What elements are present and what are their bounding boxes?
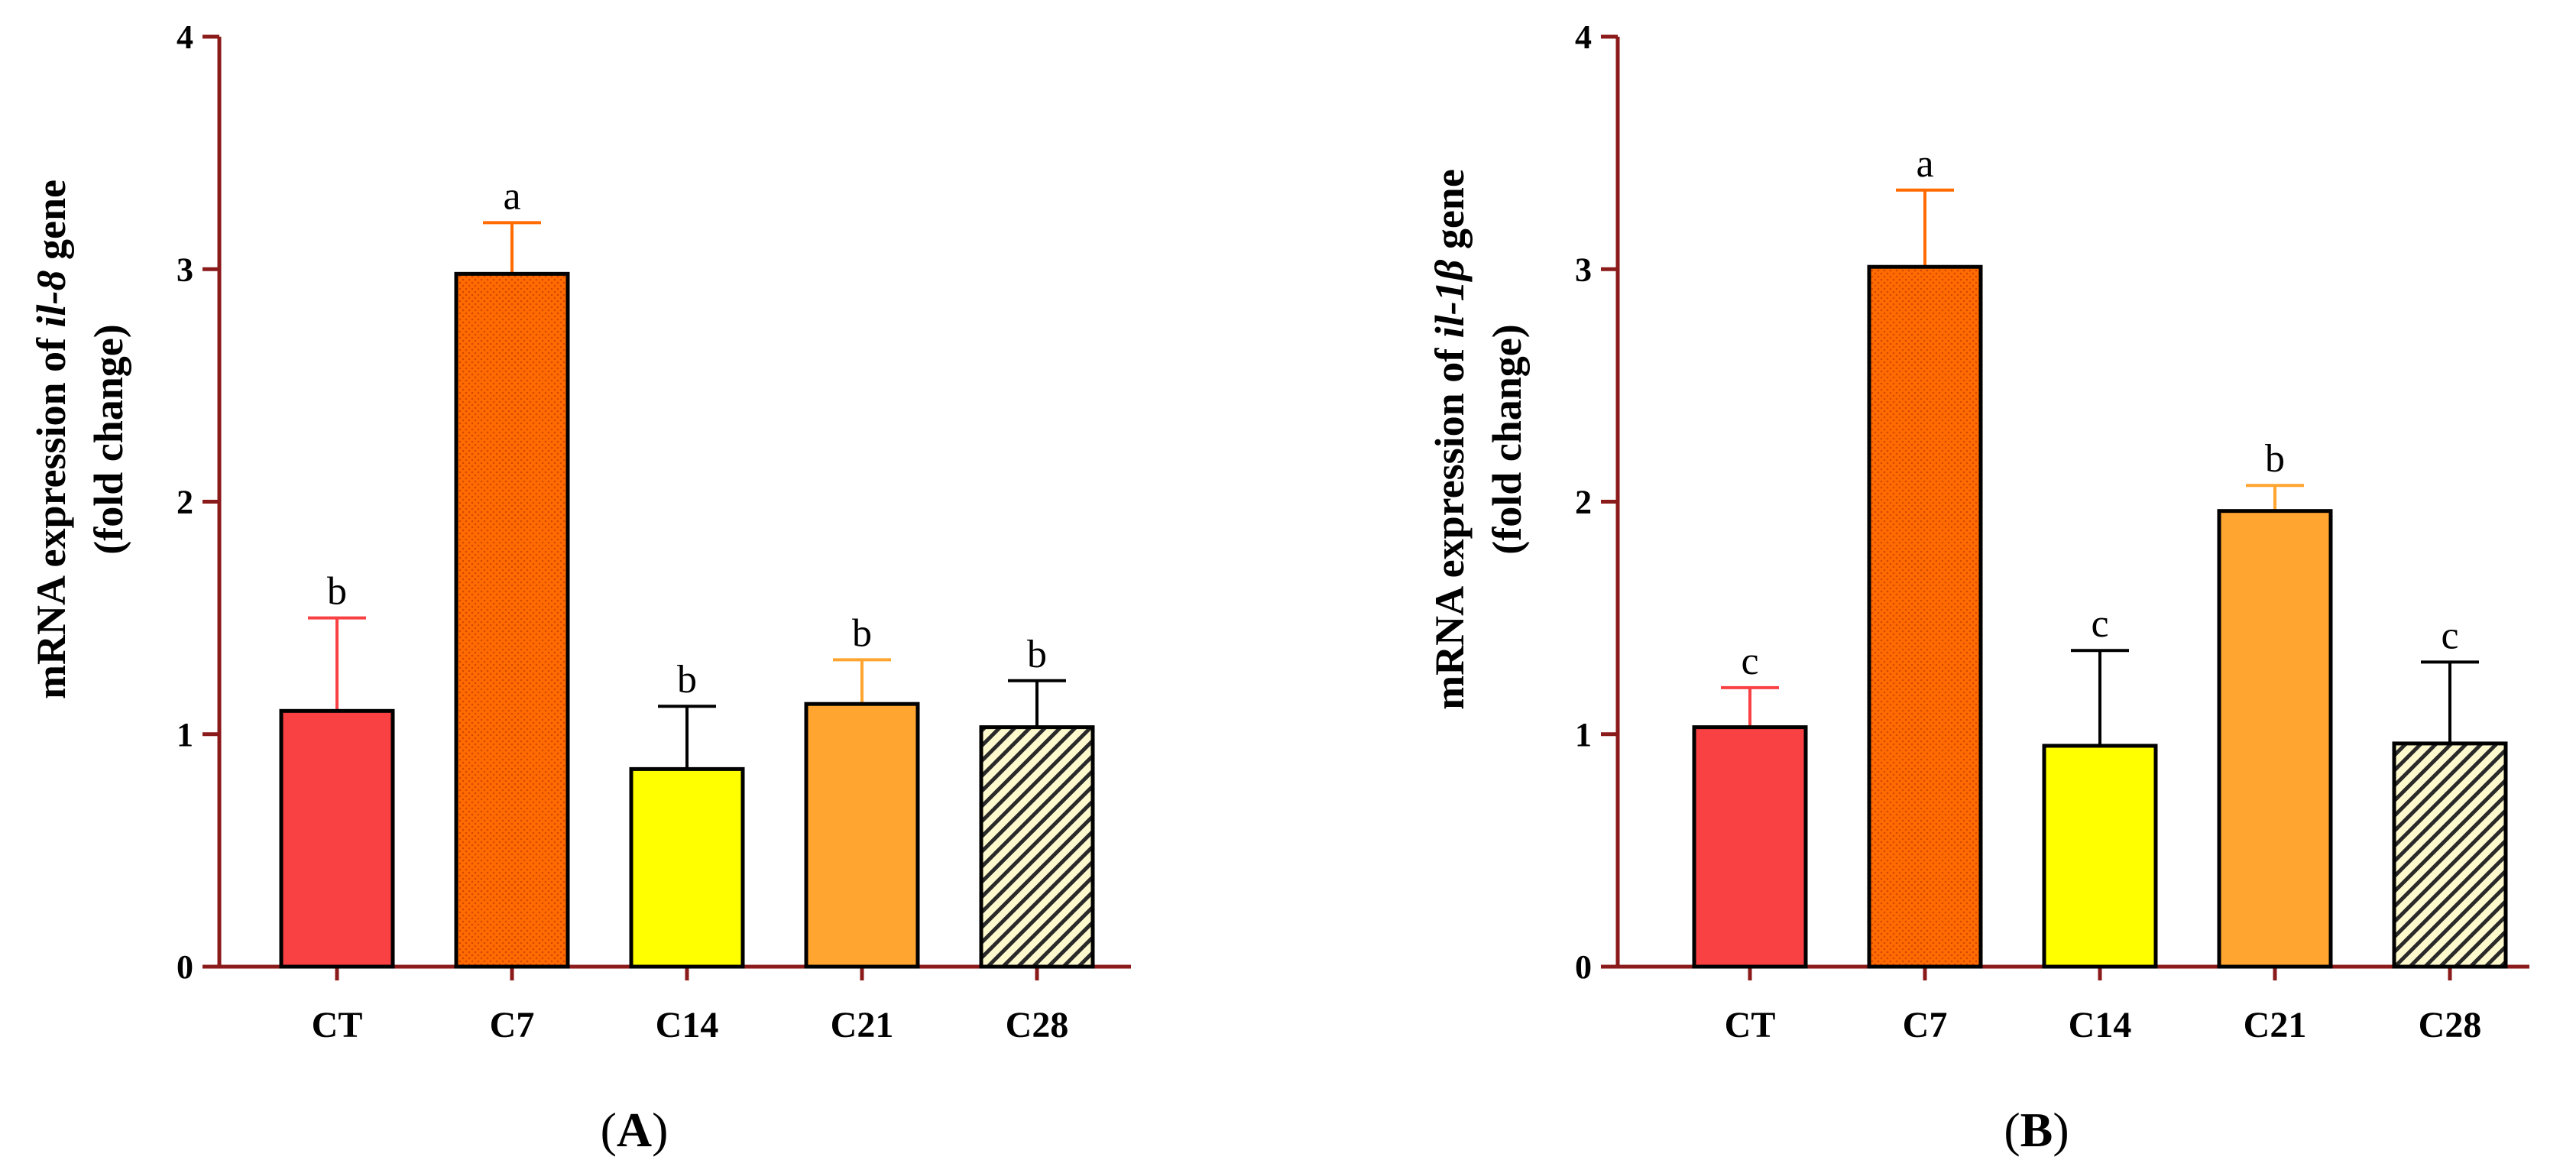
significance-label-b-0: c	[1741, 640, 1758, 683]
y-axis-label-gene-b: il-1β	[1427, 259, 1473, 338]
y-tick-label-b-3: 3	[1575, 251, 1592, 288]
y-tick-label-a-3: 3	[177, 251, 193, 288]
significance-label-a-2: b	[677, 658, 697, 702]
y-tick-label-a-2: 2	[177, 484, 193, 521]
y-axis-label-prefix-a: mRNA expression of	[28, 327, 74, 699]
chart-panel-b: 0 1 2 3 4 CT C7 C14 C21 C28 c a c b c mRNA expression…	[1427, 18, 2529, 1157]
significance-label-b-3: b	[2265, 437, 2285, 481]
x-tick-label-a-1: C7	[490, 1005, 535, 1045]
x-tick-label-b-0: CT	[1725, 1005, 1776, 1045]
bar-b-c21	[2217, 509, 2333, 969]
x-tick-label-a-4: C28	[1006, 1005, 1069, 1045]
significance-label-b-4: c	[2441, 614, 2458, 657]
y-tick-label-b-0: 0	[1575, 948, 1592, 986]
y-axis-label-a: mRNA expression of il-8 gene	[28, 180, 74, 699]
bar-a-c28	[979, 725, 1095, 969]
bar-b-ct	[1692, 725, 1808, 969]
y-axis-label-gene-a: il-8	[28, 270, 74, 327]
y-tick-label-a-0: 0	[177, 948, 193, 986]
y-axis-label-line2-a: (fold change)	[86, 324, 131, 554]
panel-letter-a: A	[617, 1103, 652, 1157]
x-tick-label-b-3: C21	[2244, 1005, 2307, 1045]
panel-letter-b: B	[2020, 1103, 2053, 1157]
y-axis-label-suffix-b: gene	[1427, 169, 1473, 259]
x-tick-label-a-0: CT	[312, 1005, 363, 1045]
y-tick-label-b-1: 1	[1575, 716, 1592, 753]
x-tick-label-b-4: C28	[2419, 1005, 2482, 1045]
x-tick-label-a-2: C14	[656, 1005, 719, 1045]
bar-a-c7	[454, 271, 570, 969]
x-tick-label-b-2: C14	[2069, 1005, 2132, 1045]
bar-a-c14	[629, 766, 745, 969]
significance-label-a-1: a	[503, 174, 520, 218]
significance-label-b-1: a	[1916, 142, 1933, 186]
bars-b: c a c b c	[1692, 142, 2508, 969]
y-tick-label-b-2: 2	[1575, 484, 1592, 521]
bar-b-c14	[2042, 744, 2158, 969]
chart-panel-a: 0 1 2 3 4 CT C7 C14 C21 C28 b a b b b mRNA expression…	[28, 18, 1131, 1157]
y-axis-label-prefix-b: mRNA expression of	[1427, 338, 1473, 710]
y-axis-label-suffix-a: gene	[28, 180, 74, 270]
bar-b-c28	[2392, 741, 2508, 969]
bar-a-c21	[804, 702, 920, 969]
significance-label-b-2: c	[2091, 602, 2108, 646]
significance-label-a-3: b	[852, 611, 872, 655]
significance-label-a-0: b	[327, 570, 347, 614]
panel-label-b: (B)	[2004, 1103, 2069, 1157]
y-tick-label-a-4: 4	[177, 18, 193, 56]
panel-label-a: (A)	[601, 1103, 669, 1157]
y-axis-label-line2-b: (fold change)	[1484, 324, 1530, 554]
bars-a: b a b b b	[279, 174, 1095, 969]
bar-b-c7	[1867, 264, 1983, 969]
y-axis-label-b: mRNA expression of il-1β gene	[1427, 169, 1473, 710]
x-tick-label-b-1: C7	[1903, 1005, 1948, 1045]
bar-a-ct	[279, 708, 395, 969]
x-tick-label-a-3: C21	[831, 1005, 894, 1045]
significance-label-a-4: b	[1027, 633, 1047, 676]
y-tick-label-a-1: 1	[177, 716, 193, 753]
y-tick-label-b-4: 4	[1575, 18, 1592, 56]
